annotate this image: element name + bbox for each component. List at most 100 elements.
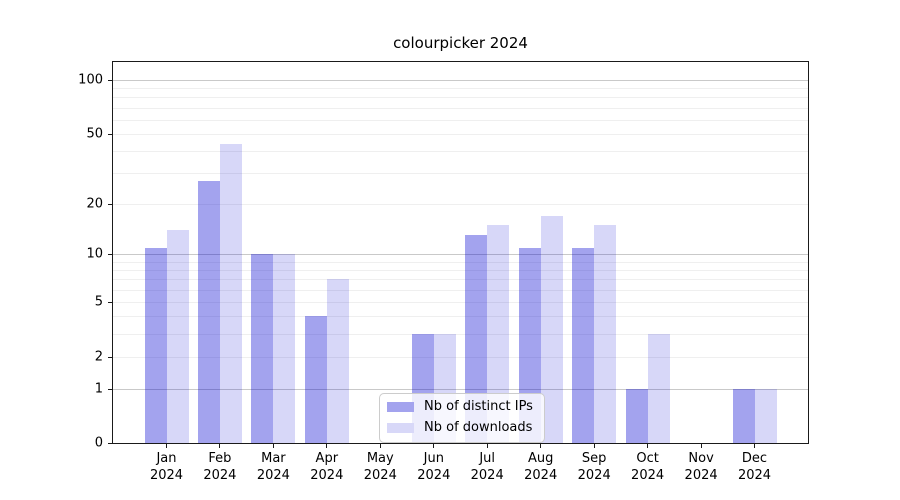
y-tick-mark [108,356,113,358]
y-tick-label: 1 [94,381,103,396]
x-tick-mark [647,443,649,448]
x-tick-month: Mar [261,451,286,466]
gridline-minor [113,150,808,152]
bar-downloads [647,334,670,443]
x-tick-label: Jun 2024 [394,450,474,484]
x-tick-mark [540,443,542,448]
gridline-minor [113,356,808,358]
gridline-major [113,80,808,81]
bar-distinct-ips [625,388,648,443]
x-tick-label: Mar 2024 [233,450,313,484]
bar-downloads [219,143,242,443]
gridline-minor [113,133,808,135]
x-tick-mark [326,443,328,448]
gridline-minor [113,334,808,335]
bar-downloads [326,279,349,443]
legend-swatch-icon [387,423,414,433]
x-tick-label: May 2024 [340,450,420,484]
x-tick-label: Apr 2024 [287,450,367,484]
x-tick-mark [593,443,595,448]
bar-downloads [754,388,777,443]
bar-distinct-ips [732,388,755,443]
x-tick-mark [219,443,221,448]
x-tick-month: Jun [423,451,444,466]
chart-title: colourpicker 2024 [393,34,528,52]
bar-distinct-ips [144,247,167,443]
y-tick-mark [108,254,113,256]
x-tick-label: Feb 2024 [180,450,260,484]
x-tick-month: Jan [156,451,177,466]
gridline-minor [113,119,808,121]
x-tick-month: Apr [315,451,339,466]
x-tick-year: 2024 [310,468,344,483]
gridline-major [113,388,808,390]
x-tick-year: 2024 [256,468,290,483]
bar-distinct-ips [197,180,220,443]
x-tick-month: Jul [479,451,496,466]
x-tick-mark [486,443,488,448]
gridline-minor [113,290,808,291]
x-tick-mark [433,443,435,448]
y-tick-mark [108,133,113,135]
legend-label: Nb of downloads [424,420,533,435]
y-tick-mark [108,443,113,444]
x-tick-month: Dec [741,451,768,466]
gridline-minor [113,97,808,99]
bar-downloads [594,224,617,443]
gridline-minor [113,172,808,174]
bar-downloads [273,254,296,443]
bar-downloads [487,224,510,443]
legend-item: Nb of distinct IPs [387,399,533,415]
x-tick-mark [700,443,702,448]
legend-swatch-icon [387,402,414,412]
plot-area: 100 50 20 10 5 2 1 0 Jan 2024 Feb 2024 Mar 2024 Apr 20… [78,61,809,483]
legend: Nb of distinct IPs Nb of downloads [379,393,545,443]
y-tick-label: 2 [94,349,103,365]
x-tick-year: 2024 [524,468,558,483]
bar-distinct-ips [465,235,488,443]
gridline-minor [113,88,808,90]
x-tick-month: Nov [688,451,714,466]
x-tick-year: 2024 [149,468,184,483]
x-tick-year: 2024 [363,468,397,483]
gridline-minor [113,316,808,318]
x-tick-year: 2024 [737,468,772,483]
x-tick-label: Nov 2024 [661,450,741,484]
y-tick-label: 50 [86,126,103,142]
bar-downloads [166,230,189,443]
y-tick-mark [108,388,113,390]
x-tick-month: Sep [581,451,607,466]
bar-downloads [540,215,563,443]
x-tick-label: Sep 2024 [554,450,634,484]
y-tick-mark [108,203,113,205]
gridline-minor [113,203,808,205]
x-tick-year: 2024 [417,468,451,483]
y-tick-label: 0 [94,435,103,451]
x-tick-month: Feb [208,451,232,466]
gridline-major [113,254,808,256]
x-tick-month: May [366,451,394,466]
x-tick-year: 2024 [631,468,665,483]
y-tick-label: 100 [78,72,103,88]
x-tick-month: Aug [527,451,554,466]
x-tick-label: Aug 2024 [501,450,581,484]
y-tick-label: 5 [94,294,103,310]
y-tick-label: 10 [86,246,103,262]
x-tick-year: 2024 [470,468,504,483]
bar-distinct-ips [572,247,595,443]
x-tick-label: Jul 2024 [447,450,527,484]
gridline-minor [113,107,808,109]
x-tick-mark [379,443,381,448]
bar-distinct-ips [251,254,274,443]
gridline-minor [113,270,808,272]
legend-item: Nb of downloads [387,420,533,436]
bar-distinct-ips [304,316,327,443]
x-tick-mark [754,443,755,448]
x-tick-label: Dec 2024 [715,450,795,484]
gridline-minor [113,279,808,281]
x-tick-year: 2024 [684,468,718,483]
x-tick-month: Oct [636,451,659,466]
x-tick-year: 2024 [577,468,611,483]
y-tick-mark [108,80,113,81]
